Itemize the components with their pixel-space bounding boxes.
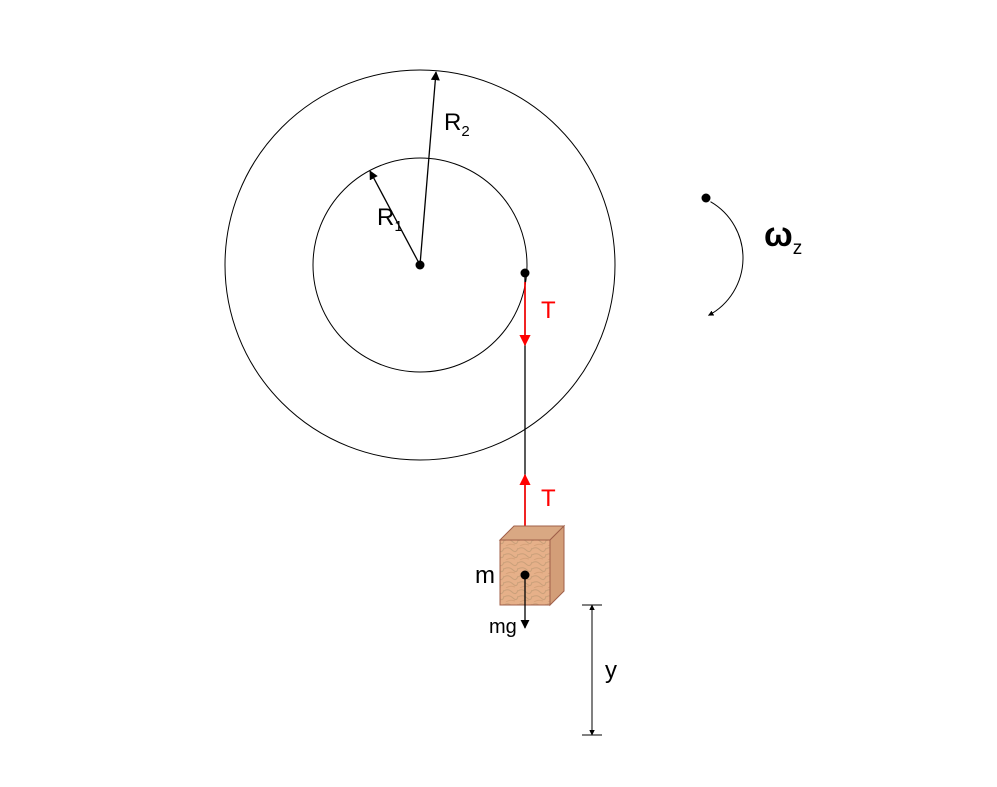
label-omega: ωz (764, 216, 802, 259)
omega-start-dot (702, 194, 711, 203)
radius-r2-arrow (420, 72, 436, 265)
label-r1: R1 (377, 204, 403, 235)
label-mass: m (475, 562, 495, 589)
physics-diagram: R2 R1 T T m mg y ωz (0, 0, 997, 787)
label-tension-upper: T (541, 297, 556, 324)
omega-rotation-arc (709, 202, 743, 316)
mass-block (500, 526, 564, 605)
label-r2: R2 (444, 109, 470, 140)
y-dimension (582, 605, 602, 735)
label-mg: mg (489, 616, 517, 638)
center-dot (416, 261, 425, 270)
label-y: y (605, 657, 617, 684)
label-tension-lower: T (541, 485, 556, 512)
